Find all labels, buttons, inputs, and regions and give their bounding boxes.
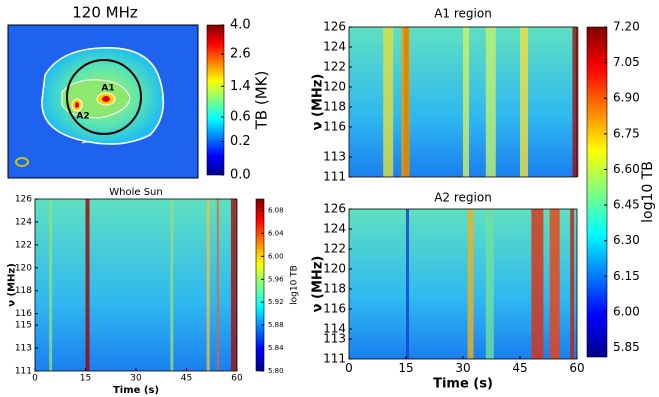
annotation: A1 <box>101 84 114 94</box>
panel-title: 120 MHz <box>72 4 138 22</box>
colorbar <box>586 26 608 358</box>
y-tick-label: 124 <box>323 40 346 54</box>
colorbar-tick-label: 6.15 <box>613 269 640 283</box>
colorbar-label: TB (MK) <box>253 71 271 131</box>
colorbar-tick-label: 5.92 <box>268 298 284 306</box>
heatmap-stripe <box>206 199 210 371</box>
y-tick-label: 111 <box>15 367 32 377</box>
colorbar-tick-label: 6.00 <box>613 304 640 318</box>
y-tick-label: 124 <box>15 217 32 227</box>
x-tick-label: 15 <box>80 374 91 384</box>
y-tick-label: 126 <box>15 195 32 205</box>
x-axis-label: Time (s) <box>113 385 159 396</box>
panel-title: Whole Sun <box>109 187 162 198</box>
colorbar-tick-label: 1.4 <box>230 79 251 94</box>
colorbar-label: log10 TB <box>640 161 656 223</box>
y-tick-label: 113 <box>323 150 346 164</box>
colorbar-tick-label: 0.0 <box>230 168 251 183</box>
y-tick-label: 116 <box>323 302 346 316</box>
heatmap-stripe <box>485 209 494 359</box>
colorbar-tick-label: 5.80 <box>268 367 284 375</box>
heatmap-stripe <box>485 27 496 177</box>
x-tick-label: 60 <box>231 374 243 384</box>
colorbar-label: log10 TB <box>290 265 300 305</box>
y-tick-label: 113 <box>323 332 346 346</box>
x-axis-label: Time (s) <box>433 377 493 392</box>
panel-title: A1 region <box>434 7 492 21</box>
y-axis-label: ν (MHz) <box>310 74 325 131</box>
sun-image <box>7 24 199 179</box>
panel-title: A2 region <box>434 191 492 205</box>
y-axis-label: ν (MHz) <box>310 256 325 313</box>
colorbar-tick-label: 6.45 <box>613 198 640 212</box>
colorbar-tick-label: 6.30 <box>613 233 640 247</box>
heatmap-stripe <box>230 199 237 371</box>
y-tick-label: 122 <box>15 240 32 250</box>
heatmap-stripe <box>520 27 528 177</box>
y-tick-label: 126 <box>323 202 346 216</box>
heatmap-stripe <box>383 27 394 177</box>
y-tick-label: 122 <box>323 242 346 256</box>
y-tick-label: 120 <box>323 262 346 276</box>
colorbar-tick-label: 5.88 <box>268 321 284 329</box>
y-tick-label: 111 <box>323 170 346 184</box>
y-tick-label: 113 <box>15 344 32 354</box>
heatmap-stripe <box>85 199 90 371</box>
colorbar-tick-label: 6.90 <box>613 91 640 105</box>
colorbar-tick-label: 2.6 <box>230 47 251 62</box>
colorbar-tick-label: 5.85 <box>613 340 640 354</box>
annotation: A2 <box>76 112 89 122</box>
x-tick-label: 30 <box>455 361 470 375</box>
y-tick-label: 116 <box>15 309 32 319</box>
x-tick-label: 60 <box>569 361 584 375</box>
heatmap-stripe <box>49 199 53 371</box>
colorbar-tick-label: 4.0 <box>230 18 251 33</box>
y-tick-label: 120 <box>323 80 346 94</box>
y-axis-label: ν (MHz) <box>7 263 18 307</box>
colorbar <box>206 24 225 176</box>
heatmap-stripe <box>570 209 575 359</box>
heatmap-stripe <box>401 27 410 177</box>
y-tick-label: 114 <box>323 322 346 336</box>
x-tick-label: 30 <box>130 374 142 384</box>
colorbar-tick-label: 6.08 <box>268 206 284 214</box>
heatmap-stripe <box>549 209 560 359</box>
colorbar-tick-label: 5.96 <box>268 275 284 283</box>
y-tick-label: 118 <box>15 286 32 296</box>
colorbar-tick-label: 6.04 <box>268 229 284 237</box>
colorbar-tick-label: 0.2 <box>230 134 251 149</box>
y-tick-label: 124 <box>323 222 346 236</box>
x-tick-label: 15 <box>398 361 413 375</box>
heatmap-stripe <box>216 199 219 371</box>
colorbar-tick-label: 7.20 <box>613 20 640 34</box>
colorbar-tick-label: 6.60 <box>613 162 640 176</box>
x-tick-label: 45 <box>512 361 527 375</box>
y-tick-label: 120 <box>15 263 32 273</box>
y-tick-label: 126 <box>323 20 346 34</box>
plot-frame <box>348 26 578 178</box>
y-tick-label: 118 <box>323 282 346 296</box>
heatmap-stripe <box>572 27 579 177</box>
colorbar-tick-label: 6.00 <box>268 252 284 260</box>
x-tick-label: 45 <box>181 374 192 384</box>
colorbar-tick-label: 6.75 <box>613 126 640 140</box>
y-tick-label: 116 <box>323 120 346 134</box>
colorbar-tick-label: 0.6 <box>230 109 251 124</box>
heatmap-stripe <box>406 209 409 359</box>
heatmap <box>35 199 237 371</box>
colorbar-tick-label: 7.05 <box>613 55 640 69</box>
x-tick-label: 0 <box>345 361 353 375</box>
colorbar <box>255 198 265 372</box>
colorbar-tick-label: 5.84 <box>268 344 284 352</box>
y-tick-label: 118 <box>323 100 346 114</box>
heatmap-stripe <box>170 199 174 371</box>
y-tick-label: 111 <box>323 352 346 366</box>
x-tick-label: 0 <box>32 374 38 384</box>
heatmap-stripe <box>467 209 474 359</box>
y-tick-label: 122 <box>323 60 346 74</box>
heatmap-stripe <box>463 27 469 177</box>
heatmap-stripe <box>531 209 544 359</box>
y-tick-label: 115 <box>15 321 32 331</box>
